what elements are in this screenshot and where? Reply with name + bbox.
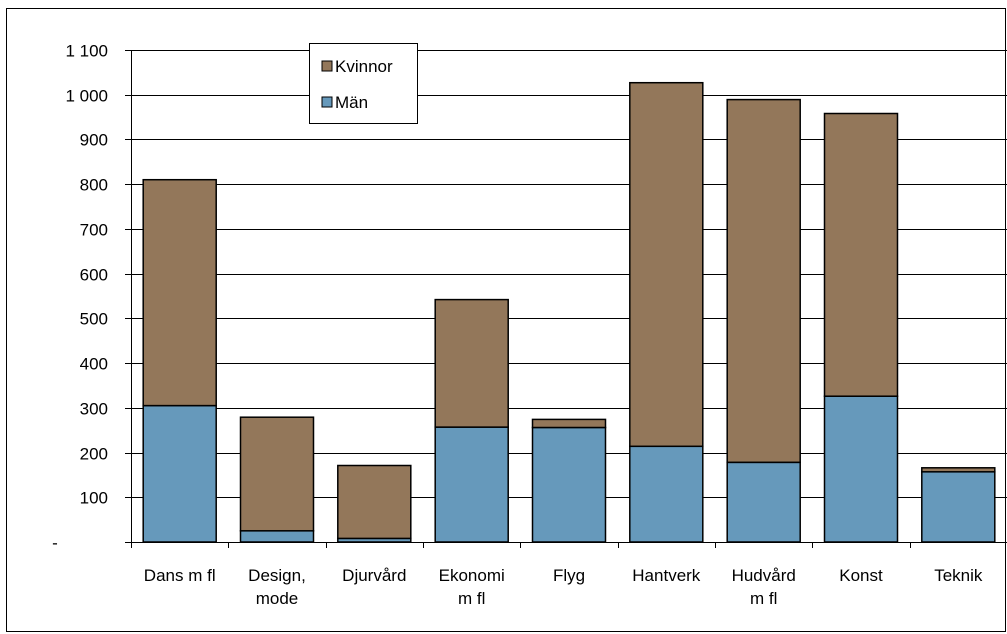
x-tick-label-line: m fl — [458, 589, 485, 608]
x-tick-label: Teknik — [934, 566, 983, 585]
legend-box — [309, 43, 418, 124]
x-tick-label: Design, mode — [248, 566, 306, 608]
x-tick-label-line: Konst — [839, 566, 883, 585]
bar-man — [142, 404, 217, 543]
legend-swatch-man — [321, 96, 333, 108]
x-tick-label: Hantverk — [632, 566, 701, 585]
bar-kvinnor — [823, 112, 899, 397]
bar-man — [823, 395, 899, 543]
bar-man — [531, 426, 607, 543]
x-tick-label: Hudvård m fl — [732, 566, 796, 608]
x-tick-label-line: Design, — [248, 566, 306, 585]
x-tick-label: Ekonomi m fl — [439, 566, 505, 608]
y-tick-label: - — [52, 534, 58, 553]
x-tick-label-line: m fl — [750, 589, 777, 608]
bar-man — [239, 530, 315, 543]
x-tick-label: Flyg — [553, 566, 585, 585]
y-tick-label: 900 — [80, 131, 108, 150]
bar-kvinnor — [337, 464, 412, 540]
bar-man — [921, 471, 996, 543]
y-tick-label: 700 — [80, 221, 108, 240]
stacked-bar-chart: - 100 200 300 400 500 600 700 800 900 1 000 1 100 D… — [52, 42, 1007, 608]
bar-kvinnor — [434, 298, 509, 428]
y-tick-label: 800 — [80, 176, 108, 195]
x-tick-label: Djurvård — [342, 566, 406, 585]
y-tick-labels: - 100 200 300 400 500 600 700 800 900 1 000 1 100 — [52, 42, 108, 553]
y-tick-label: 200 — [80, 445, 108, 464]
y-tick-label: 600 — [80, 266, 108, 285]
x-tick-label-line: mode — [256, 589, 299, 608]
y-tick-label: 500 — [80, 310, 108, 329]
y-tick-label: 1 100 — [65, 42, 108, 61]
x-tick-label-line: Ekonomi — [439, 566, 505, 585]
axes — [125, 50, 1007, 548]
bar-man — [434, 426, 509, 543]
legend-label: Män — [335, 93, 368, 112]
bar-kvinnor — [239, 416, 315, 532]
y-tick-label: 100 — [80, 489, 108, 508]
x-tick-label-line: Teknik — [934, 566, 983, 585]
bar-kvinnor — [629, 81, 704, 448]
x-tick-label-line: Djurvård — [342, 566, 406, 585]
bar-man — [726, 461, 801, 543]
bars — [142, 81, 996, 543]
y-tick-label: 1 000 — [65, 87, 108, 106]
x-tick-label-line: Hantverk — [632, 566, 701, 585]
legend-label: Kvinnor — [335, 57, 393, 76]
chart-frame: - 100 200 300 400 500 600 700 800 900 1 000 1 100 D… — [6, 8, 1007, 632]
y-tick-label: 400 — [80, 355, 108, 374]
x-tick-label-line: Hudvård — [732, 566, 796, 585]
x-tick-label: Konst — [839, 566, 883, 585]
legend-swatch-kvinnor — [321, 60, 333, 72]
x-tick-label-line: Dans m fl — [144, 566, 216, 585]
bar-kvinnor — [142, 178, 217, 407]
bar-kvinnor — [726, 98, 801, 464]
bar-kvinnor — [921, 467, 996, 473]
x-tick-label: Dans m fl — [144, 566, 216, 585]
x-tick-labels: Dans m fl Design, mode Djurvård Ekonomi m fl F… — [144, 566, 983, 608]
y-tick-label: 300 — [80, 400, 108, 419]
legend: Kvinnor Män — [309, 43, 418, 124]
bar-man — [629, 445, 704, 543]
x-tick-label-line: Flyg — [553, 566, 585, 585]
bar-kvinnor — [531, 418, 607, 429]
